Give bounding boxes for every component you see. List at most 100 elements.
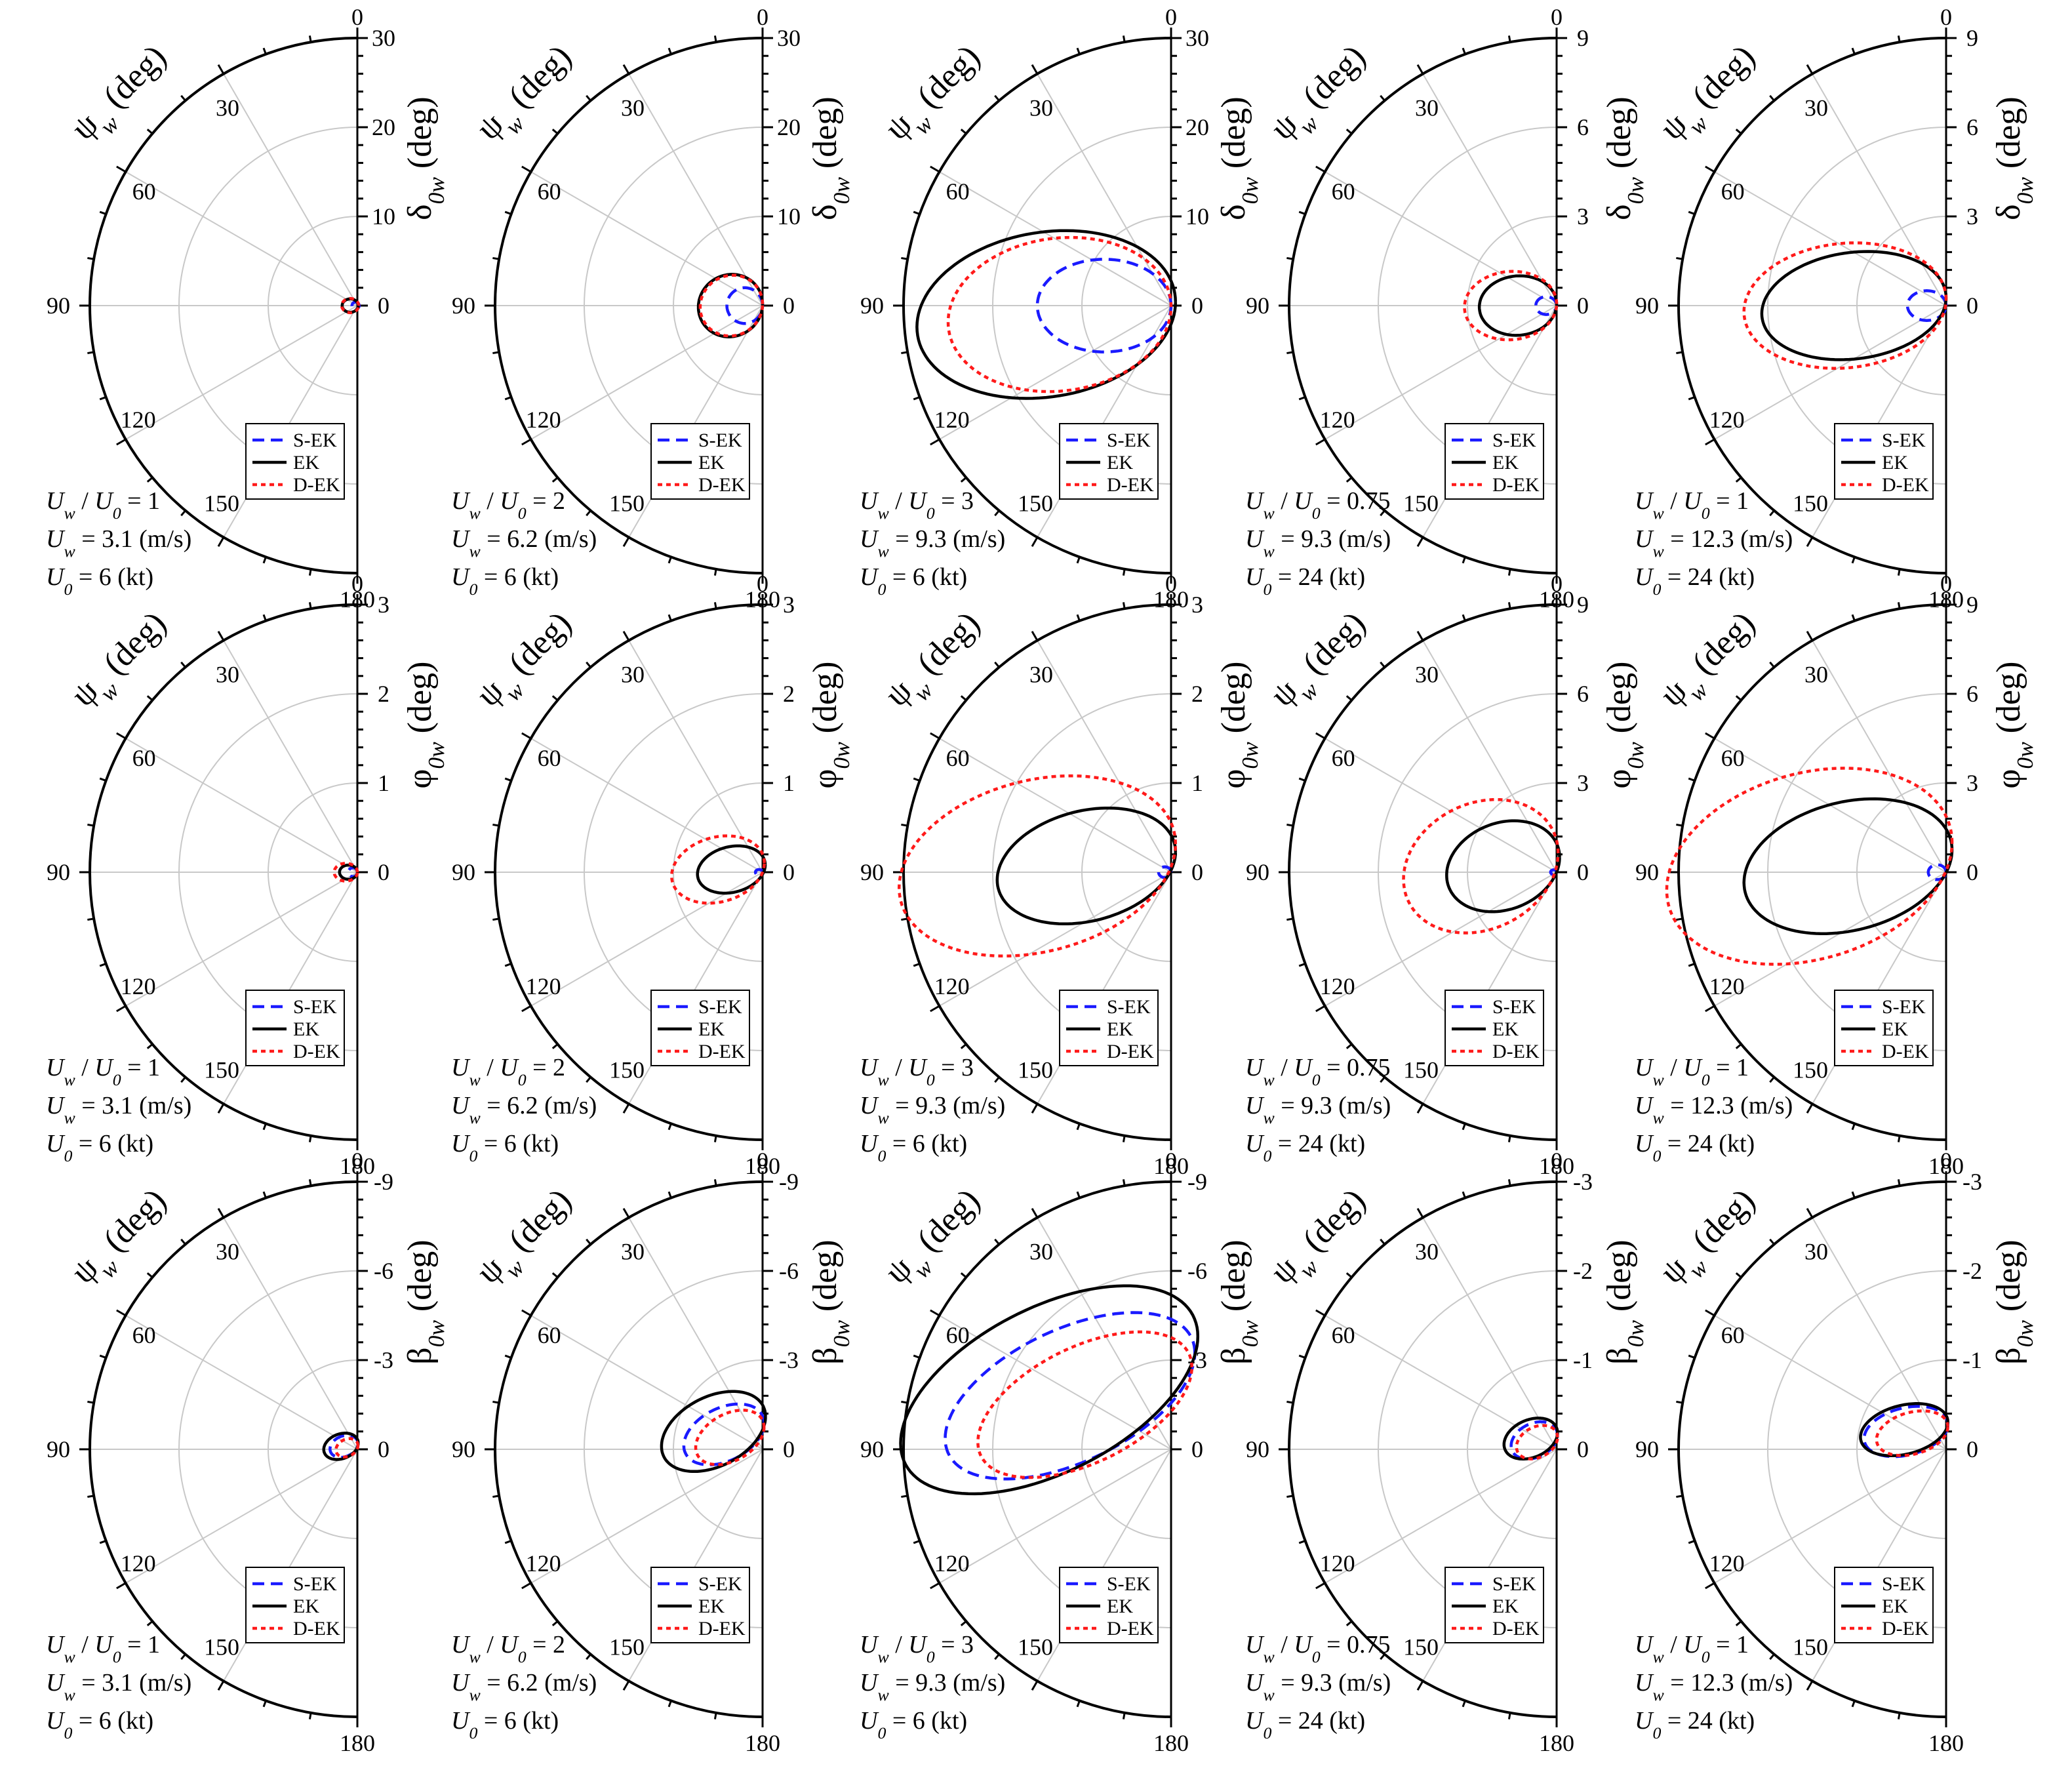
radial-axis-title: δ0w (deg): [1990, 96, 2038, 220]
angle-tick: [1122, 1712, 1126, 1719]
angle-tick: [87, 351, 94, 355]
angle-axis-title: ψw (deg): [878, 38, 995, 155]
case-label-line: Uw / U0 = 2: [451, 1054, 565, 1089]
angle-tick: [913, 396, 921, 401]
radial-tick-label: 0: [1966, 1436, 1978, 1462]
radial-tick-label: 20: [777, 114, 801, 140]
angle-tick: [960, 1272, 967, 1278]
angle-tick: [1676, 1400, 1683, 1404]
angle-tick-label: 60: [946, 178, 970, 205]
grid-radial-line: [1812, 1217, 1947, 1450]
angle-tick: [262, 556, 267, 564]
angle-tick: [622, 536, 630, 547]
angle-tick-label: 0: [1165, 571, 1177, 597]
angle-tick: [913, 1540, 921, 1544]
angle-tick: [504, 396, 512, 401]
legend-label-s-ek: S-EK: [293, 430, 337, 451]
angle-tick: [521, 1582, 532, 1590]
grid-radial-line: [223, 73, 358, 306]
radial-tick-label: -2: [1573, 1258, 1593, 1284]
case-label-line: Uw = 9.3 (m/s): [1245, 525, 1391, 561]
angle-tick-label: 90: [860, 292, 884, 319]
case-label-line: Uw = 9.3 (m/s): [860, 1092, 1005, 1127]
angle-tick: [1076, 1191, 1081, 1199]
angle-tick: [1688, 396, 1696, 401]
angle-tick: [1076, 1700, 1081, 1708]
grid-radial-line: [1037, 1217, 1172, 1450]
case-label-line: Uw = 12.3 (m/s): [1635, 1092, 1793, 1127]
grid-radial-line: [1325, 171, 1557, 306]
angle-tick: [713, 1712, 717, 1719]
grid-radial-line: [125, 738, 358, 873]
angle-tick-label: 150: [609, 490, 645, 516]
angle-tick-label: 150: [609, 1056, 645, 1083]
series-ek-loop: [1859, 1402, 1949, 1458]
angle-tick: [521, 438, 532, 446]
angle-tick-label: 30: [1029, 95, 1053, 121]
angle-tick: [180, 1238, 186, 1245]
radial-tick-label: -2: [1962, 1258, 1982, 1284]
radial-tick-label: 9: [1966, 25, 1978, 51]
angle-tick: [492, 351, 500, 355]
angle-axis-arc: [1288, 37, 1557, 574]
radial-axis-title: δ0w (deg): [807, 96, 854, 220]
angle-tick: [1122, 35, 1126, 43]
grid-radial-line: [939, 738, 1172, 873]
angle-tick-label: 90: [47, 859, 70, 885]
series-ek-loop: [322, 1432, 360, 1461]
legend-label-ek: EK: [293, 452, 319, 473]
angle-tick: [667, 1700, 672, 1708]
angle-tick: [930, 165, 940, 173]
case-label-line: Uw / U0 = 0.75: [1245, 487, 1391, 523]
angle-tick: [901, 823, 908, 827]
grid-radial-line: [223, 1449, 358, 1681]
case-label-line: U0 = 24 (kt): [1245, 1130, 1365, 1165]
angle-tick: [116, 165, 127, 173]
angle-tick: [1705, 165, 1715, 173]
angle-tick-label: 120: [526, 973, 561, 999]
angle-tick: [1735, 1043, 1742, 1049]
legend-label-s-ek: S-EK: [1107, 1573, 1151, 1595]
series-d-ek-loop: [670, 834, 766, 905]
angle-tick: [1769, 94, 1775, 102]
angle-tick: [1688, 963, 1696, 967]
angle-tick: [308, 1712, 312, 1719]
angle-tick: [1076, 556, 1081, 564]
angle-tick: [667, 556, 672, 564]
angle-tick: [913, 1354, 921, 1359]
angle-axis-title: ψw (deg): [469, 38, 586, 155]
grid-radial-line: [1714, 305, 1947, 440]
series-ek-loop: [340, 297, 360, 314]
radial-tick-label: 20: [372, 114, 395, 140]
legend-label-d-ek: D-EK: [1492, 1041, 1540, 1062]
angle-tick: [994, 1076, 1000, 1083]
radial-tick-label: -6: [374, 1258, 393, 1284]
series-d-ek-loop: [334, 1437, 360, 1458]
angle-tick: [1897, 569, 1901, 576]
case-label-line: U0 = 24 (kt): [1635, 1130, 1755, 1165]
angle-tick-label: 60: [132, 178, 156, 205]
angle-axis-arc: [1677, 603, 1947, 1141]
angle-tick: [586, 94, 591, 102]
angle-tick-label: 60: [132, 745, 156, 771]
radial-tick-label: 9: [1577, 25, 1589, 51]
legend-label-d-ek: D-EK: [293, 1618, 340, 1639]
angle-tick: [99, 211, 107, 215]
angle-tick: [667, 1123, 672, 1131]
angle-tick: [1416, 1208, 1424, 1218]
radial-tick-label: 1: [1191, 770, 1203, 796]
angle-tick-label: 150: [1793, 490, 1828, 516]
angle-tick: [1462, 614, 1466, 622]
angle-tick-label: 0: [1551, 571, 1563, 597]
grid-radial-line: [1714, 1315, 1947, 1450]
angle-tick-label: 120: [1320, 407, 1355, 433]
angle-tick: [308, 1135, 312, 1142]
radial-axis-title: δ0w (deg): [401, 96, 449, 220]
grid-radial-line: [1325, 872, 1557, 1007]
grid-radial-line: [939, 305, 1172, 440]
angle-tick: [713, 1135, 717, 1142]
radial-tick-label: 0: [1577, 1436, 1589, 1462]
